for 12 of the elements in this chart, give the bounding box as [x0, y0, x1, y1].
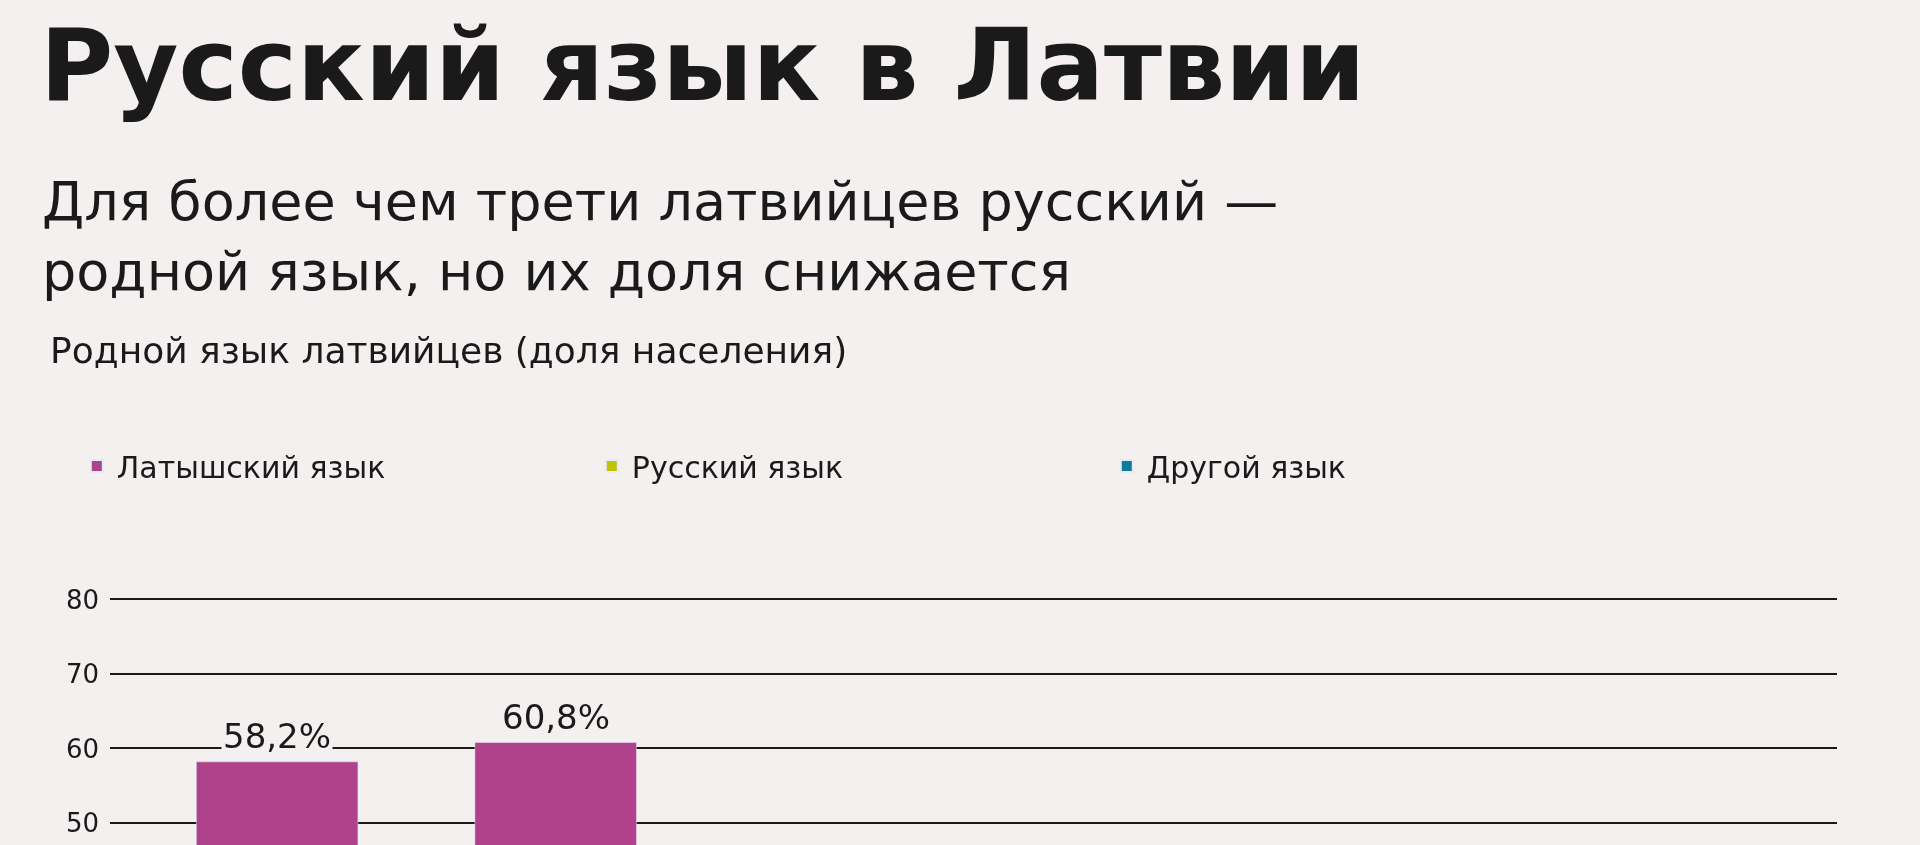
legend-label: Латышский язык	[116, 449, 386, 485]
text: Родной язык латвийцев (доля населения)	[50, 330, 848, 371]
y-tick-label: 50	[65, 807, 99, 838]
y-tick-label: 70	[65, 659, 99, 690]
chart-subtitle: Для более чем трети латвийцев русский — родной язык, но их доля снижается	[42, 170, 1279, 304]
chart-title: Русский язык в Латвии	[40, 7, 1366, 124]
data-label: 60,8%	[502, 697, 611, 737]
legend-label: Русский язык	[631, 449, 844, 485]
legend-label: Другой язык	[1146, 449, 1346, 485]
y-tick-label: 80	[65, 585, 99, 616]
data-label: 58,2%	[223, 716, 332, 756]
y-tick-label: 60	[65, 733, 99, 764]
